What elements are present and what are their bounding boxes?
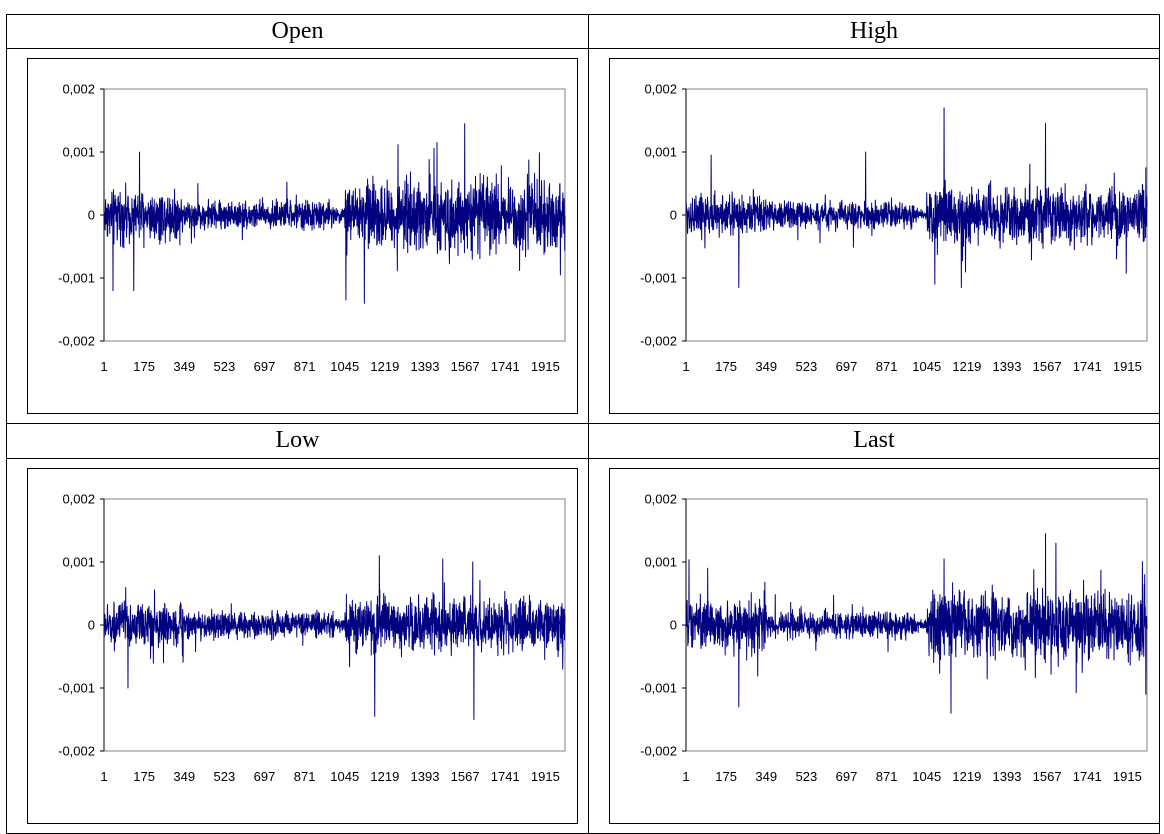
y-tick-label: 0 [670, 208, 677, 223]
y-tick-label: 0 [670, 617, 677, 632]
chart-open-svg: 0,002 0,001 0 -0,001 -0,002 1 175 349 523 697 871 1… [58, 82, 566, 374]
x-tick-label: 1045 [912, 359, 941, 374]
x-tick-label: 1393 [411, 769, 440, 784]
chart-low: 0,002 0,001 0 -0,001 -0,002 1 175 349 523 697 871 1… [27, 467, 578, 824]
x-tick-label: 1567 [1033, 769, 1062, 784]
figure-table: Open High 0,002 0,001 0 -0,001 -0,002 1 175 349… [6, 13, 1160, 834]
series-open-line [103, 123, 566, 304]
y-tick-label: 0,002 [62, 82, 95, 97]
y-tick-label: -0,002 [58, 743, 95, 758]
x-tick-label: 871 [876, 359, 898, 374]
y-tick-label: -0,002 [640, 334, 677, 349]
x-tick-label: 697 [254, 769, 276, 784]
panel-high-cell: 0,002 0,001 0 -0,001 -0,002 1 175 349 523 697 871 1… [588, 48, 1160, 425]
series-low-line [103, 554, 566, 720]
header-last: Last [588, 423, 1160, 459]
x-tick-label: 1915 [531, 359, 560, 374]
x-tick-label: 523 [214, 359, 236, 374]
header-low: Low [6, 423, 589, 459]
x-tick-label: 1567 [451, 359, 480, 374]
y-tick-label: 0,002 [62, 491, 95, 506]
y-tick-label: -0,001 [58, 680, 95, 695]
x-tick-label: 175 [133, 769, 155, 784]
x-tick-label: 1219 [952, 769, 981, 784]
x-tick-label: 175 [715, 359, 737, 374]
x-tick-label: 1741 [491, 769, 520, 784]
x-tick-label: 1915 [1113, 359, 1142, 374]
y-tick-label: 0 [88, 617, 95, 632]
chart-low-svg: 0,002 0,001 0 -0,001 -0,002 1 175 349 523 697 871 1… [58, 491, 566, 784]
x-tick-label: 1219 [370, 359, 399, 374]
x-tick-label: 697 [254, 359, 276, 374]
header-open: Open [6, 13, 589, 50]
x-tick-label: 1 [100, 769, 107, 784]
y-tick-label: 0 [88, 208, 95, 223]
x-tick-label: 1741 [491, 359, 520, 374]
x-tick-label: 175 [133, 359, 155, 374]
x-tick-label: 1915 [531, 769, 560, 784]
panel-low-cell: 0,002 0,001 0 -0,001 -0,002 1 175 349 523 697 871 1… [6, 457, 589, 834]
y-tick-label: -0,001 [640, 680, 677, 695]
y-tick-label: 0,001 [62, 554, 95, 569]
x-tick-label: 1915 [1113, 769, 1142, 784]
x-tick-label: 1567 [451, 769, 480, 784]
x-tick-label: 523 [796, 769, 818, 784]
x-tick-label: 1219 [370, 769, 399, 784]
x-tick-label: 349 [755, 769, 777, 784]
x-tick-label: 697 [836, 769, 858, 784]
header-high: High [588, 13, 1160, 50]
x-tick-label: 1393 [993, 769, 1022, 784]
y-tick-label: 0,002 [644, 491, 677, 506]
x-tick-label: 349 [173, 769, 195, 784]
y-tick-label: -0,002 [640, 743, 677, 758]
x-tick-label: 175 [715, 769, 737, 784]
x-tick-label: 1741 [1073, 359, 1102, 374]
x-tick-label: 1 [682, 769, 689, 784]
y-tick-label: 0,001 [644, 554, 677, 569]
y-tick-label: 0,002 [644, 82, 677, 97]
x-tick-label: 871 [294, 359, 316, 374]
x-tick-label: 871 [294, 769, 316, 784]
x-tick-label: 1 [100, 359, 107, 374]
x-tick-label: 523 [796, 359, 818, 374]
panel-open-cell: 0,002 0,001 0 -0,001 -0,002 1 175 349 523 697 871 1… [6, 48, 589, 425]
y-tick-label: -0,001 [640, 271, 677, 286]
x-tick-label: 1 [682, 359, 689, 374]
chart-high: 0,002 0,001 0 -0,001 -0,002 1 175 349 523 697 871 1… [609, 58, 1160, 415]
x-tick-label: 349 [755, 359, 777, 374]
chart-open: 0,002 0,001 0 -0,001 -0,002 1 175 349 523 697 871 1… [27, 58, 578, 415]
chart-last-svg: 0,002 0,001 0 -0,001 -0,002 1 175 349 523 697 871 1… [640, 491, 1148, 784]
x-tick-label: 523 [214, 769, 236, 784]
x-tick-label: 1741 [1073, 769, 1102, 784]
x-tick-label: 349 [173, 359, 195, 374]
x-tick-label: 1393 [411, 359, 440, 374]
series-last-line [685, 532, 1148, 714]
x-tick-label: 1045 [330, 769, 359, 784]
y-tick-label: -0,001 [58, 271, 95, 286]
x-tick-label: 697 [836, 359, 858, 374]
x-tick-label: 1219 [952, 359, 981, 374]
chart-high-svg: 0,002 0,001 0 -0,001 -0,002 1 175 349 523 697 871 1… [640, 82, 1148, 374]
y-tick-label: 0,001 [62, 145, 95, 160]
series-high-line [685, 107, 1148, 288]
y-tick-label: -0,002 [58, 334, 95, 349]
x-tick-label: 1567 [1033, 359, 1062, 374]
x-tick-label: 1045 [912, 769, 941, 784]
y-tick-label: 0,001 [644, 145, 677, 160]
panel-last-cell: 0,002 0,001 0 -0,001 -0,002 1 175 349 523 697 871 1… [588, 457, 1160, 834]
x-tick-label: 1393 [993, 359, 1022, 374]
x-tick-label: 1045 [330, 359, 359, 374]
x-tick-label: 871 [876, 769, 898, 784]
chart-last: 0,002 0,001 0 -0,001 -0,002 1 175 349 523 697 871 1… [609, 467, 1160, 824]
